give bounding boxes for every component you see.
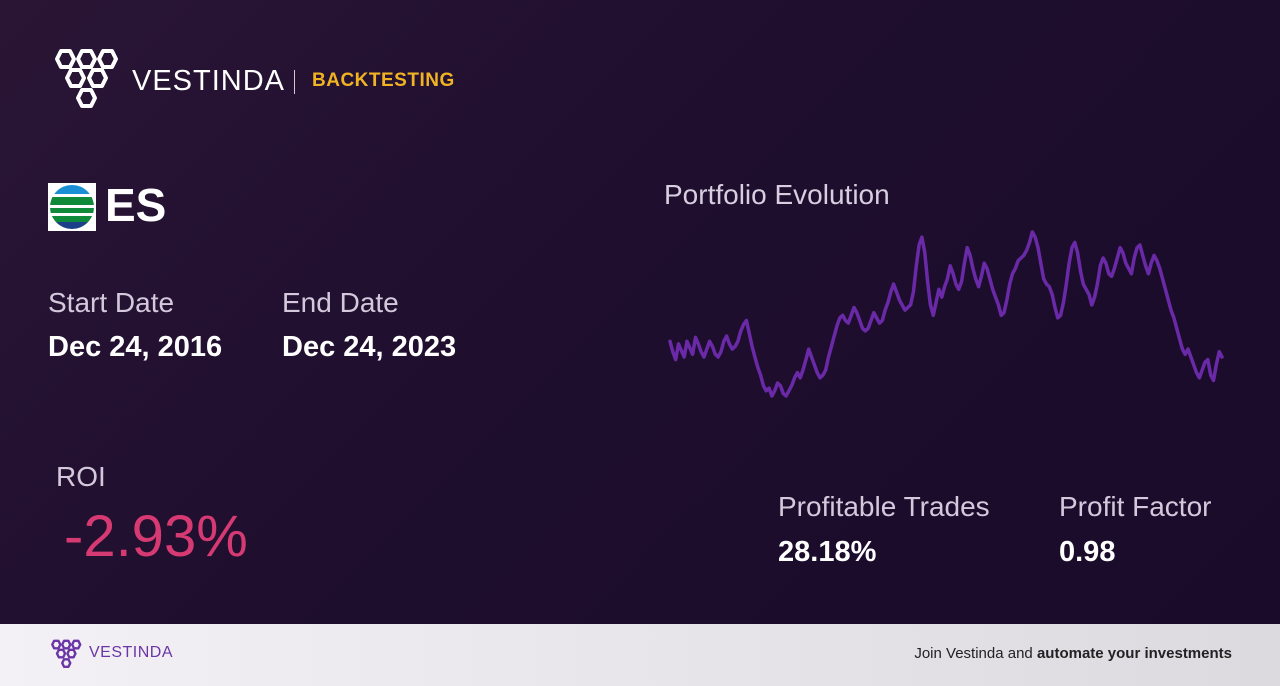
portfolio-line [668, 230, 1224, 398]
roi-label: ROI [56, 461, 106, 492]
chart-title: Portfolio Evolution [664, 179, 890, 210]
vestinda-logo-icon [55, 49, 118, 108]
profit-factor-value: 0.98 [1059, 536, 1116, 568]
footer: VESTINDA Join Vestinda and automate your… [0, 624, 1280, 686]
roi-value: -2.93% [64, 504, 248, 569]
profitable-trades-label: Profitable Trades [778, 491, 990, 522]
utility-logo-icon [48, 183, 96, 231]
start-date-label: Start Date [48, 287, 175, 318]
vestinda-footer-logo-icon [51, 639, 82, 669]
footer-brand: VESTINDA [89, 644, 174, 661]
cta-prefix: Join Vestinda and [914, 645, 1037, 662]
end-date-label: End Date [282, 287, 399, 318]
cta-bold: automate your investments [1036, 645, 1232, 662]
footer-cta[interactable]: Join Vestinda and automate your investme… [914, 645, 1232, 662]
end-date-value: Dec 24, 2023 [282, 331, 457, 363]
share-card: VESTINDA BACKTESTING ES Start Date Dec 2… [0, 0, 1280, 624]
ticker-symbol: ES [105, 179, 167, 231]
profit-factor-label: Profit Factor [1059, 491, 1212, 522]
start-date-value: Dec 24, 2016 [48, 331, 223, 363]
brand-name: VESTINDA [132, 65, 286, 97]
portfolio-chart [668, 230, 1224, 398]
product-label: BACKTESTING [312, 70, 455, 91]
profitable-trades-value: 28.18% [778, 536, 877, 568]
brand-divider [294, 70, 295, 94]
